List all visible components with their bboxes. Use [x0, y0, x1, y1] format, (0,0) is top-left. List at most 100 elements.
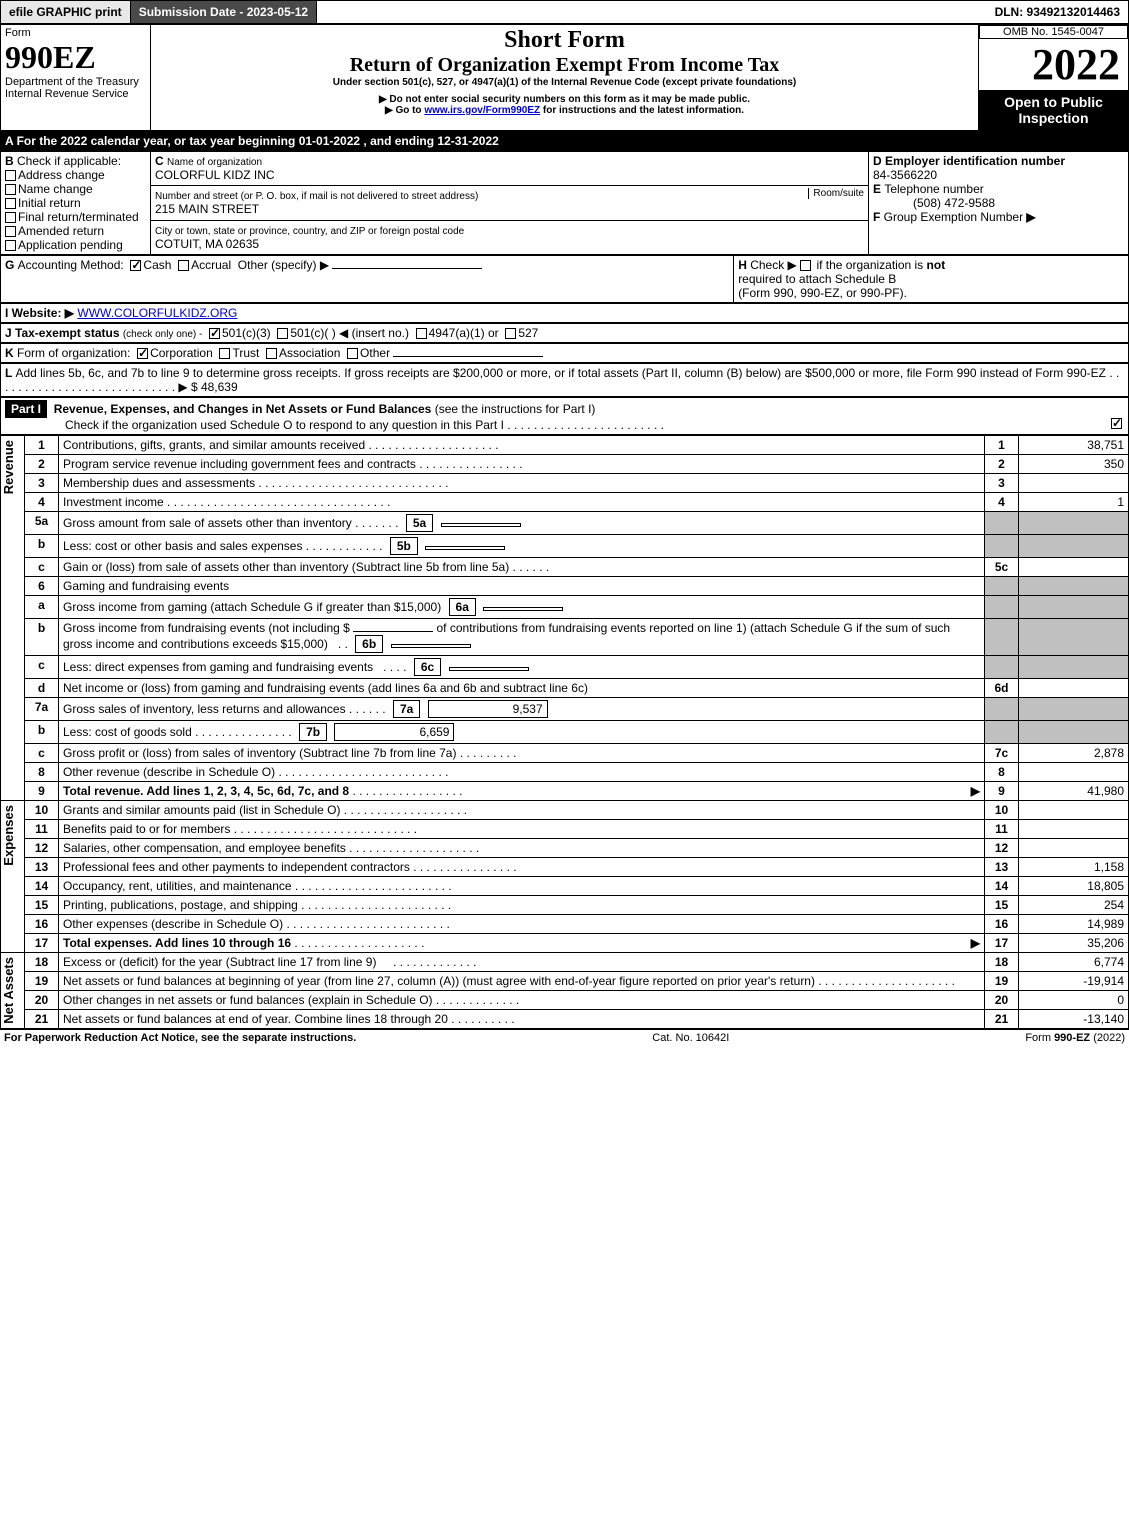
other-specify-input[interactable]	[332, 268, 482, 269]
line-l-amount: $ 48,639	[191, 380, 238, 394]
chk-corporation[interactable]	[137, 348, 148, 359]
n-6d: d	[25, 679, 59, 698]
expenses-section-label: Expenses	[1, 801, 16, 870]
box-14: 14	[985, 877, 1019, 896]
form-number: 990EZ	[5, 39, 146, 76]
row-8: 8 Other revenue (describe in Schedule O)…	[1, 763, 1129, 782]
6b-contrib-input[interactable]	[353, 631, 433, 632]
note-goto-pre: ▶ Go to	[385, 105, 424, 116]
t-6: Gaming and fundraising events	[63, 579, 229, 593]
footer-left: For Paperwork Reduction Act Notice, see …	[4, 1032, 356, 1044]
chk-501c3[interactable]	[209, 328, 220, 339]
chk-accrual[interactable]	[178, 260, 189, 271]
t-5c: Gain or (loss) from sale of assets other…	[63, 560, 509, 574]
line-h-text2: if the organization is	[816, 258, 923, 272]
opt-final-return: Final return/terminated	[18, 210, 139, 224]
chk-other-org[interactable]	[347, 348, 358, 359]
efile-print-button[interactable]: efile GRAPHIC print	[1, 1, 131, 23]
line-g-letter: G	[5, 258, 18, 272]
n-3: 3	[25, 474, 59, 493]
dots-17: . . . . . . . . . . . . . . . . . . . .	[291, 936, 424, 950]
chk-4947[interactable]	[416, 328, 427, 339]
part1-header-table: Part I Revenue, Expenses, and Changes in…	[0, 397, 1129, 435]
line-a-end: 12-31-2022	[437, 134, 498, 148]
row-4: 4 Investment income . . . . . . . . . . …	[1, 493, 1129, 512]
t-18: Excess or (deficit) for the year (Subtra…	[63, 955, 376, 969]
chk-address-change[interactable]	[5, 170, 16, 181]
line-k-label: Form of organization:	[17, 346, 130, 360]
chk-name-change[interactable]	[5, 184, 16, 195]
box-2: 2	[985, 455, 1019, 474]
form-header-table: Form 990EZ Department of the Treasury In…	[0, 24, 1129, 131]
chk-schedule-b[interactable]	[800, 260, 811, 271]
chk-initial-return[interactable]	[5, 198, 16, 209]
t-8: Other revenue (describe in Schedule O)	[63, 765, 275, 779]
line-c-letter: C	[155, 154, 167, 168]
line-h-check: Check ▶	[750, 258, 797, 272]
footer-right-post: (2022)	[1093, 1032, 1125, 1044]
t-6a: Gross income from gaming (attach Schedul…	[63, 600, 441, 614]
chk-501c[interactable]	[277, 328, 288, 339]
irs-link[interactable]: www.irs.gov/Form990EZ	[424, 105, 540, 116]
t-7b: Less: cost of goods sold	[63, 725, 192, 739]
t-7a: Gross sales of inventory, less returns a…	[63, 702, 346, 716]
gh-table: G Accounting Method: Cash Accrual Other …	[0, 255, 1129, 303]
website-link[interactable]: WWW.COLORFULKIDZ.ORG	[77, 306, 237, 320]
line-a-begin: 01-01-2022	[299, 134, 360, 148]
opt-cash: Cash	[143, 258, 171, 272]
chk-association[interactable]	[266, 348, 277, 359]
line-i-table: I Website: ▶ WWW.COLORFULKIDZ.ORG	[0, 303, 1129, 323]
other-org-input[interactable]	[393, 356, 543, 357]
opt-address-change: Address change	[18, 168, 105, 182]
note-ssn: ▶ Do not enter social security numbers o…	[155, 94, 974, 105]
sub-7b: 7b	[299, 723, 327, 741]
box-7c: 7c	[985, 744, 1019, 763]
line-h-not: not	[927, 258, 946, 272]
chk-final-return[interactable]	[5, 212, 16, 223]
subtitle-501c: Under section 501(c), 527, or 4947(a)(1)…	[155, 77, 974, 88]
box-5a-gray	[985, 512, 1019, 535]
submission-date-button[interactable]: Submission Date - 2023-05-12	[131, 1, 317, 23]
t-20: Other changes in net assets or fund bala…	[63, 993, 433, 1007]
chk-cash[interactable]	[130, 260, 141, 271]
row-6a: a Gross income from gaming (attach Sched…	[1, 596, 1129, 619]
row-5c: c Gain or (loss) from sale of assets oth…	[1, 558, 1129, 577]
n-7b: b	[25, 721, 59, 744]
row-2: 2 Program service revenue including gove…	[1, 455, 1129, 474]
n-7c: c	[25, 744, 59, 763]
box-9: 9	[985, 782, 1019, 801]
opt-trust: Trust	[232, 346, 259, 360]
chk-527[interactable]	[505, 328, 516, 339]
chk-trust[interactable]	[219, 348, 230, 359]
chk-schedule-o-part1[interactable]	[1111, 418, 1122, 429]
t-6d: Net income or (loss) from gaming and fun…	[63, 681, 588, 695]
opt-other-org: Other	[360, 346, 390, 360]
chk-amended-return[interactable]	[5, 226, 16, 237]
row-1: Revenue 1 Contributions, gifts, grants, …	[1, 436, 1129, 455]
t-1: Contributions, gifts, grants, and simila…	[63, 438, 365, 452]
amt-19: -19,914	[1019, 972, 1129, 991]
dots-4: . . . . . . . . . . . . . . . . . . . . …	[164, 495, 391, 509]
amt-4: 1	[1019, 493, 1129, 512]
amt-11	[1019, 820, 1129, 839]
row-5a: 5a Gross amount from sale of assets othe…	[1, 512, 1129, 535]
t-9: Total revenue. Add lines 1, 2, 3, 4, 5c,…	[63, 784, 349, 798]
n-14: 14	[25, 877, 59, 896]
sub-6a: 6a	[449, 598, 476, 616]
footer-mid: Cat. No. 10642I	[652, 1032, 729, 1044]
amt-5a-gray	[1019, 512, 1129, 535]
line-h-text4: (Form 990, 990-EZ, or 990-PF).	[738, 286, 907, 300]
org-name: COLORFUL KIDZ INC	[155, 168, 275, 182]
amt-1: 38,751	[1019, 436, 1129, 455]
box-6-gray	[985, 577, 1019, 596]
box-8: 8	[985, 763, 1019, 782]
n-5c: c	[25, 558, 59, 577]
line-e-label: Telephone number	[884, 182, 983, 196]
chk-application-pending[interactable]	[5, 240, 16, 251]
dots-5c: . . . . . .	[509, 560, 549, 574]
title-return: Return of Organization Exempt From Incom…	[155, 54, 974, 77]
amt-21: -13,140	[1019, 1010, 1129, 1029]
amt-10	[1019, 801, 1129, 820]
title-short-form: Short Form	[155, 27, 974, 54]
t-4: Investment income	[63, 495, 164, 509]
